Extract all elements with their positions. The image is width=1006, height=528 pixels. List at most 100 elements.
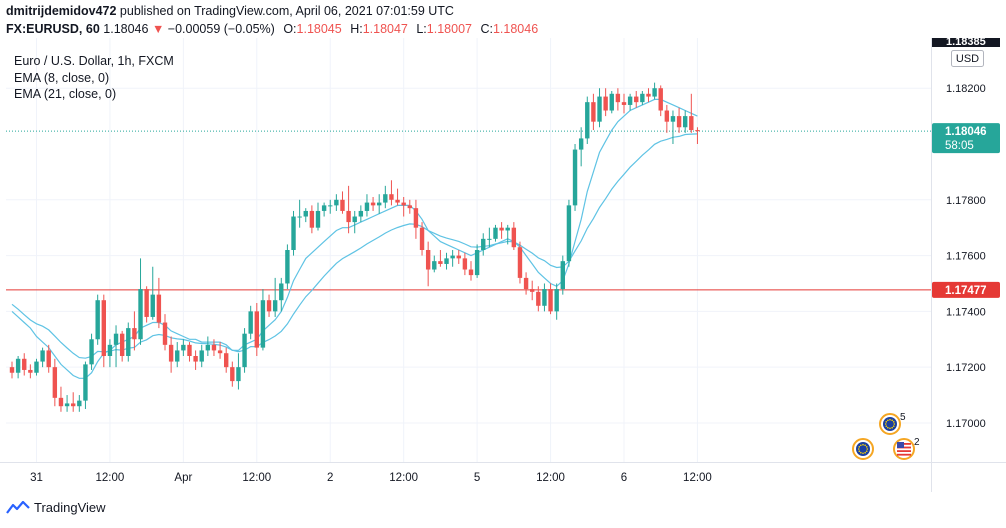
candle[interactable] [40, 347, 45, 368]
candle[interactable] [481, 233, 486, 256]
candle[interactable] [450, 250, 455, 267]
candle[interactable] [444, 252, 449, 270]
candle[interactable] [511, 222, 517, 250]
candle[interactable] [64, 395, 70, 412]
candle[interactable] [658, 85, 663, 117]
candle[interactable] [548, 283, 553, 315]
candle[interactable] [352, 210, 357, 234]
candle[interactable] [395, 188, 400, 206]
candle[interactable] [340, 191, 345, 214]
candle[interactable] [670, 110, 676, 144]
candle[interactable] [566, 199, 572, 267]
candle[interactable] [615, 88, 621, 111]
candle[interactable] [101, 294, 106, 368]
candle[interactable] [71, 392, 76, 412]
candle[interactable] [438, 250, 443, 267]
currency-badge[interactable] [951, 50, 984, 67]
candle[interactable] [242, 328, 247, 373]
candle[interactable] [370, 197, 376, 211]
candle[interactable] [321, 202, 327, 217]
candle[interactable] [205, 336, 211, 356]
price-axis[interactable]: 1.17000 1.17200 1.17400 1.17600 1.17800 1.182… [946, 83, 986, 430]
candle[interactable] [401, 197, 406, 217]
candle[interactable] [523, 272, 529, 295]
candle[interactable] [603, 88, 608, 117]
candle[interactable] [9, 361, 15, 379]
candle[interactable] [224, 347, 229, 373]
eu-event-icon[interactable] [852, 438, 874, 460]
candle[interactable] [578, 127, 584, 167]
candle[interactable] [119, 330, 125, 362]
candle[interactable] [413, 199, 419, 239]
candle[interactable] [175, 342, 180, 368]
candle[interactable] [211, 339, 217, 356]
candle[interactable] [474, 244, 480, 278]
candle[interactable] [248, 305, 253, 340]
candle[interactable] [664, 104, 670, 133]
candle[interactable] [297, 199, 302, 228]
candle[interactable] [683, 110, 688, 133]
candle[interactable] [676, 107, 682, 133]
candle[interactable] [168, 336, 174, 373]
candle[interactable] [609, 91, 614, 114]
candle[interactable] [627, 93, 633, 111]
candle[interactable] [493, 224, 498, 242]
candle[interactable] [254, 303, 259, 356]
candle[interactable] [217, 342, 223, 359]
candle[interactable] [107, 339, 113, 368]
candle[interactable] [468, 261, 474, 281]
candle[interactable] [162, 314, 168, 351]
candle[interactable] [89, 333, 94, 370]
candle[interactable] [181, 339, 186, 356]
candle[interactable] [144, 286, 149, 323]
candle[interactable] [285, 244, 290, 290]
candle[interactable] [505, 224, 510, 245]
candle[interactable] [279, 277, 284, 312]
candle[interactable] [407, 199, 412, 214]
candle[interactable] [621, 93, 627, 114]
candle[interactable] [383, 185, 388, 209]
candle[interactable] [150, 266, 155, 320]
candle[interactable] [187, 342, 192, 362]
candle[interactable] [542, 283, 547, 312]
us-event-icon[interactable]: 2 [893, 437, 920, 460]
candle[interactable] [389, 180, 394, 206]
candle[interactable] [334, 194, 339, 211]
candle[interactable] [425, 241, 431, 287]
time-axis[interactable]: 31 12:00 Apr 12:00 2 12:00 5 12:00 6 12:00 [30, 472, 712, 484]
candle[interactable] [260, 289, 266, 351]
candle[interactable] [193, 350, 198, 370]
candle[interactable] [199, 344, 204, 368]
candle[interactable] [328, 199, 333, 214]
candle[interactable] [377, 194, 382, 214]
legend-ema21[interactable]: EMA (21, close, 0) [14, 87, 117, 101]
candle[interactable] [132, 311, 137, 351]
candle[interactable] [554, 283, 559, 320]
candle[interactable] [346, 185, 351, 234]
candle[interactable] [432, 255, 437, 273]
candle[interactable] [291, 210, 296, 256]
candle[interactable] [358, 205, 364, 223]
tradingview-logo[interactable]: TradingView [6, 500, 106, 515]
candle[interactable] [58, 386, 64, 412]
candle[interactable] [315, 202, 321, 231]
candle[interactable] [462, 252, 468, 276]
candle[interactable] [77, 395, 82, 412]
candle[interactable] [83, 361, 88, 409]
candle[interactable] [272, 277, 278, 317]
candle[interactable] [95, 294, 100, 345]
candle[interactable] [530, 280, 535, 301]
candle[interactable] [113, 325, 119, 368]
candle[interactable] [499, 222, 504, 239]
candle[interactable] [695, 127, 700, 144]
candle[interactable] [364, 194, 370, 217]
candle[interactable] [487, 227, 492, 248]
eu-event-icon[interactable]: 5 [879, 412, 906, 435]
candle[interactable] [28, 364, 33, 379]
candle[interactable] [230, 361, 235, 387]
candle[interactable] [303, 208, 308, 223]
candle[interactable] [640, 91, 645, 105]
candle[interactable] [560, 255, 565, 295]
candle[interactable] [689, 93, 694, 133]
candle[interactable] [138, 258, 143, 345]
